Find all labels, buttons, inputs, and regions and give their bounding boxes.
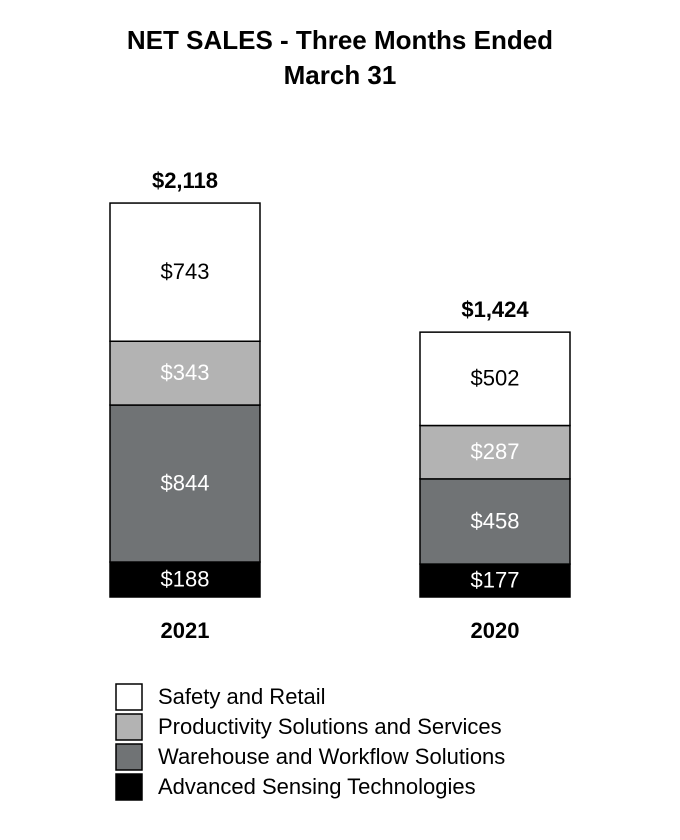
legend-swatch bbox=[115, 773, 143, 801]
legend-label: Advanced Sensing Technologies bbox=[158, 774, 476, 799]
legend-label: Safety and Retail bbox=[158, 684, 326, 709]
x-tick-label: 2020 bbox=[471, 618, 520, 643]
bar-segment bbox=[419, 424, 571, 480]
legend-label: Productivity Solutions and Services bbox=[158, 714, 502, 739]
legend-swatch bbox=[115, 743, 143, 771]
chart-title: NET SALES - Three Months Ended bbox=[127, 25, 553, 55]
value-label: $844 bbox=[161, 470, 210, 495]
chart-subtitle: March 31 bbox=[284, 60, 397, 90]
value-label: $188 bbox=[161, 566, 210, 591]
bar-segment bbox=[419, 563, 571, 598]
bar-segment bbox=[109, 404, 261, 563]
legend-swatch bbox=[115, 683, 143, 711]
legend-swatch bbox=[115, 713, 143, 741]
bar-segment bbox=[109, 202, 261, 342]
value-label: $458 bbox=[471, 508, 520, 533]
value-label: $502 bbox=[471, 366, 520, 391]
legend-label: Warehouse and Workflow Solutions bbox=[158, 744, 505, 769]
value-label: $343 bbox=[161, 360, 210, 385]
value-label: $177 bbox=[471, 567, 520, 592]
x-tick-label: 2021 bbox=[161, 618, 210, 643]
bar-segment bbox=[109, 561, 261, 598]
total-label: $1,424 bbox=[461, 297, 529, 322]
bar-segment bbox=[419, 478, 571, 565]
bar-segment bbox=[419, 331, 571, 427]
value-label: $743 bbox=[161, 259, 210, 284]
total-label: $2,118 bbox=[152, 168, 218, 193]
value-label: $287 bbox=[471, 439, 520, 464]
